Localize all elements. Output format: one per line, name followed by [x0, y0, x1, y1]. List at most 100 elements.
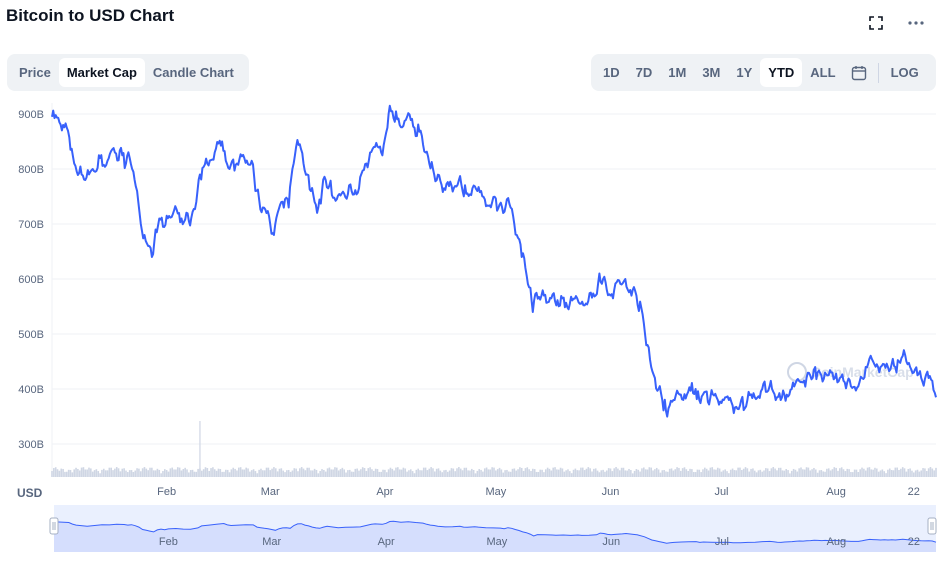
volume-bar: [51, 471, 53, 477]
volume-bar: [91, 471, 94, 477]
log-toggle[interactable]: LOG: [890, 65, 919, 80]
volume-bar: [766, 468, 769, 477]
range-3m[interactable]: 3M: [702, 65, 721, 80]
volume-bar: [857, 472, 860, 477]
volume-bar: [391, 468, 394, 477]
x-axis-labels: USD Feb Mar Apr May Jun Jul Aug 22: [17, 486, 920, 500]
volume-bar: [110, 467, 112, 477]
volume-bar: [463, 467, 466, 477]
volume-bar: [483, 468, 486, 477]
volume-bar: [711, 467, 714, 477]
volume-bar: [593, 468, 595, 477]
volume-bar: [311, 470, 314, 477]
range-all[interactable]: ALL: [810, 65, 836, 80]
tab-price[interactable]: Price: [19, 65, 51, 80]
volume-bar: [176, 467, 179, 477]
volume-bar: [789, 473, 791, 477]
volume-bar: [480, 469, 482, 477]
range-ytd[interactable]: YTD: [760, 58, 803, 87]
plot-area: [52, 103, 936, 477]
navigator-left-handle[interactable]: [49, 517, 59, 535]
volume-bar: [822, 471, 824, 477]
x-tick-label: Mar: [261, 486, 280, 498]
volume-bar: [474, 473, 477, 477]
volume-bar: [219, 468, 222, 477]
volume-bar: [787, 470, 789, 477]
volume-bar: [768, 471, 771, 477]
volume-bar: [226, 469, 229, 477]
volume-bar: [805, 467, 808, 477]
calendar-icon[interactable]: [844, 58, 874, 87]
volume-bar: [450, 468, 453, 477]
volume-bar: [128, 470, 131, 477]
volume-bar: [184, 467, 186, 477]
volume-bar: [88, 467, 90, 477]
volume-bar: [661, 470, 664, 477]
volume-bar: [820, 470, 823, 477]
volume-bar: [82, 467, 85, 477]
volume-bar: [696, 469, 699, 477]
more-icon[interactable]: [905, 12, 927, 34]
volume-bar: [744, 467, 747, 477]
volume-bar: [73, 469, 75, 477]
volume-bar: [165, 470, 168, 477]
volume-bar: [360, 469, 362, 477]
volume-bar: [127, 472, 129, 477]
volume-bar: [724, 469, 726, 477]
volume-bar: [465, 467, 468, 477]
volume-bar: [543, 472, 545, 477]
volume-bar: [829, 470, 832, 477]
volume-bar: [186, 469, 188, 477]
range-1m[interactable]: 1M: [668, 65, 687, 80]
volume-bar: [295, 468, 297, 477]
volume-bar: [439, 470, 442, 477]
volume-bar: [816, 472, 819, 477]
volume-bar: [792, 468, 795, 477]
more-icon-glyph: [908, 21, 924, 25]
range-1y[interactable]: 1Y: [736, 65, 753, 80]
navigator-tick-label: Jul: [715, 536, 729, 548]
navigator-tick-label: May: [486, 536, 507, 548]
volume-bar: [672, 470, 675, 477]
volume-bar: [454, 471, 456, 477]
fullscreen-icon[interactable]: [865, 12, 887, 34]
volume-bar: [339, 469, 342, 477]
range-1d[interactable]: 1D: [603, 65, 620, 80]
volume-bar: [95, 469, 98, 477]
volume-bar: [313, 468, 316, 477]
tab-market-cap[interactable]: Market Cap: [58, 58, 145, 87]
navigator-tick-label: Jun: [602, 536, 620, 548]
volume-bar: [273, 467, 275, 477]
volume-bar: [750, 468, 752, 477]
navigator-right-handle[interactable]: [927, 517, 937, 535]
tab-candle-chart[interactable]: Candle Chart: [152, 65, 234, 80]
range-divider: [877, 62, 879, 83]
volume-bar: [341, 467, 344, 477]
volume-bar: [887, 469, 889, 477]
volume-bar: [60, 468, 63, 477]
volume-bar: [175, 469, 177, 477]
navigator-tick-label: 22: [908, 536, 920, 548]
volume-bar: [347, 470, 349, 477]
navigator-tick-label: Apr: [378, 536, 395, 548]
volume-bar: [546, 467, 549, 477]
volume-bar: [461, 470, 464, 477]
volume-bar: [925, 471, 928, 477]
volume-bar: [655, 467, 658, 477]
volume-bar: [850, 471, 852, 477]
x-tick-label: 22: [908, 486, 920, 498]
volume-bar: [164, 469, 166, 477]
volume-bar: [287, 469, 290, 477]
volume-bar: [289, 471, 292, 477]
range-7d[interactable]: 7D: [635, 65, 653, 80]
volume-bar: [134, 470, 137, 477]
volume-bar: [254, 471, 257, 477]
volume-bar: [302, 468, 305, 477]
volume-bar: [278, 468, 281, 477]
volume-bar: [258, 469, 260, 477]
volume-bar: [337, 470, 340, 477]
volume-bar: [753, 470, 756, 477]
volume-bar: [700, 472, 702, 477]
volume-bar: [422, 467, 425, 477]
volume-bar: [77, 468, 79, 477]
